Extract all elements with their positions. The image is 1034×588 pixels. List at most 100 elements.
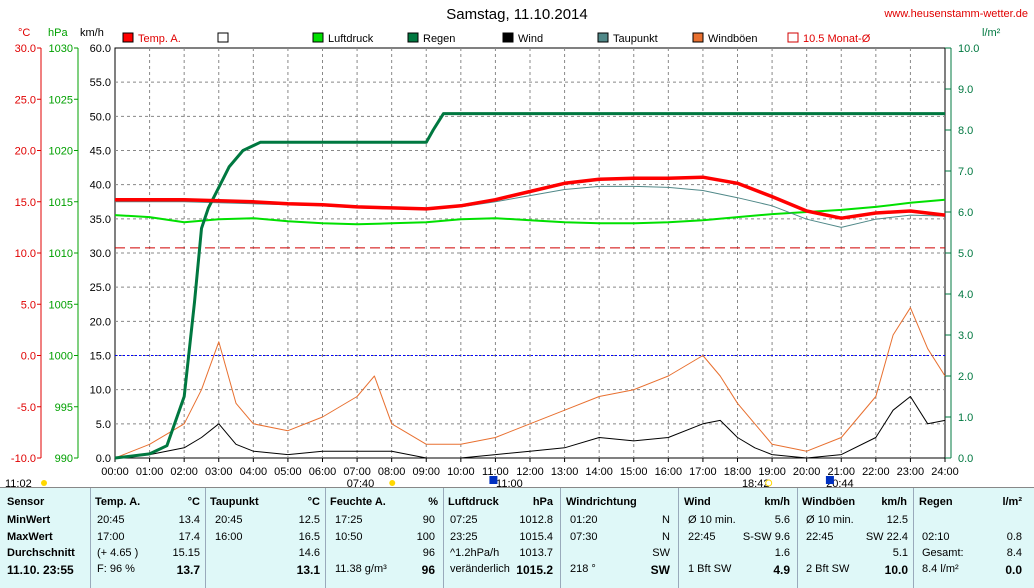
temp-value: 13.7 [176,563,200,577]
sun-icon [41,480,47,486]
header-regen-unit: l/m² [1002,496,1022,508]
press-tick: 1005 [49,299,73,311]
column-separator [325,488,326,588]
header-luftdruck: Luftdruck [448,496,499,508]
moon-icon [825,476,834,484]
wind-tick: 15.0 [90,351,111,363]
windrichtung-time: 07:30 [570,531,598,543]
temp-value: 17.4 [178,531,200,543]
header-sensor: Sensor [7,496,45,508]
feuchte-time: 10:50 [335,531,363,543]
press-tick: 1020 [49,146,73,158]
time-tick: 20:00 [793,466,821,478]
rain-tick: 1.0 [958,412,973,424]
press-tick: 1010 [49,248,73,260]
header-feuchte: Feuchte A. [330,496,386,508]
time-tick: 06:00 [309,466,337,478]
time-tick: 13:00 [551,466,579,478]
rain-tick: 0.0 [958,453,973,465]
wind-time: Ø 10 min. [688,514,736,526]
header-wind-unit: km/h [764,496,790,508]
temp-tick: 15.0 [15,197,36,209]
legend-label: Windböen [708,33,758,45]
moon-icon [489,476,498,484]
windboeen-time: 22:45 [806,531,834,543]
column-separator [90,488,91,588]
press-tick: 1030 [49,43,73,55]
header-feuchte-unit: % [428,496,438,508]
press-unit: hPa [48,27,68,39]
temp-value: 15.15 [172,547,200,559]
temp-tick: 5.0 [21,299,36,311]
taupunkt-time: 16:00 [215,531,243,543]
temp-tick: 30.0 [15,43,36,55]
time-tick: 24:00 [931,466,959,478]
header-luftdruck-unit: hPa [532,496,553,508]
series-wind [114,396,946,459]
row-label-min: MinWert [7,514,51,526]
wind-tick: 30.0 [90,248,111,260]
time-tick: 15:00 [620,466,648,478]
rain-tick: 7.0 [958,166,973,178]
luftdruck-time: ^1.2hPa/h [450,547,500,559]
temp-time: 20:45 [97,514,125,526]
legend-swatch [122,32,134,43]
stats-table: Sensor Temp. A. °C Taupunkt °C Feuchte A.% Luf… [0,487,1034,588]
regen-value: 0.0 [1005,563,1022,577]
rain-tick: 4.0 [958,289,973,301]
rain-unit: l/m² [982,27,1001,39]
windrichtung-time: 218 ° [570,563,596,575]
row-label-max: MaxWert [7,531,53,543]
sunrise-label: 07:40 [347,478,375,487]
time-tick: 11:00 [482,466,509,478]
wind-tick: 25.0 [90,282,111,294]
time-tick: 16:00 [655,466,683,478]
header-windboeen: Windböen [802,496,856,508]
header-taupunkt-unit: °C [307,496,320,508]
feuchte-value: 100 [416,531,435,543]
regen-time: 8.4 l/m² [922,563,959,575]
series-temp [115,175,946,220]
taupunkt-value: 16.5 [298,531,320,543]
rain-tick: 8.0 [958,125,973,137]
legend-label: Temp. A. [138,33,181,45]
temp-time: (+ 4.65 ) [97,547,139,559]
column-separator [678,488,679,588]
wind-tick: 45.0 [90,146,111,158]
time-tick: 04:00 [240,466,268,478]
legend-label: Luftdruck [328,33,374,45]
legend-swatch [787,32,799,43]
time-tick: 01:00 [136,466,164,478]
feuchte-value: 96 [422,547,435,559]
wind-tick: 10.0 [90,385,111,397]
time-tick: 17:00 [689,466,717,478]
column-separator [797,488,798,588]
header-windrichtung: Windrichtung [566,496,637,508]
row-label-avg: Durchschnitt [7,547,75,559]
temp-tick: 25.0 [15,94,36,106]
legend-swatch [407,32,419,43]
taupunkt-value: 14.6 [298,547,320,559]
windrichtung-time: 01:20 [570,514,598,526]
site-url[interactable]: www.heusenstamm-wetter.de [884,8,1028,20]
now-time-label: 11:02 [5,478,32,487]
luftdruck-value: 1012.8 [519,514,553,526]
legend-label: 10.5 Monat-Ø [803,33,871,45]
windboeen-time: 2 Bft SW [806,563,850,575]
column-separator [443,488,444,588]
feuchte-value: 96 [421,563,435,577]
legend-swatch [217,32,229,43]
windboeen-value: 10.0 [884,563,908,577]
header-taupunkt: Taupunkt [210,496,259,508]
time-tick: 18:00 [724,466,752,478]
temp-tick: -10.0 [11,453,36,465]
wind-tick: 60.0 [90,43,111,55]
header-windboeen-unit: km/h [881,496,907,508]
header-regen: Regen [919,496,953,508]
regen-value: 8.4 [1006,547,1022,559]
sun-icon [765,479,773,487]
rain-tick: 2.0 [958,371,973,383]
wind-unit: km/h [80,27,104,39]
time-tick: 12:00 [516,466,544,478]
wind-value: 1.6 [774,547,790,559]
